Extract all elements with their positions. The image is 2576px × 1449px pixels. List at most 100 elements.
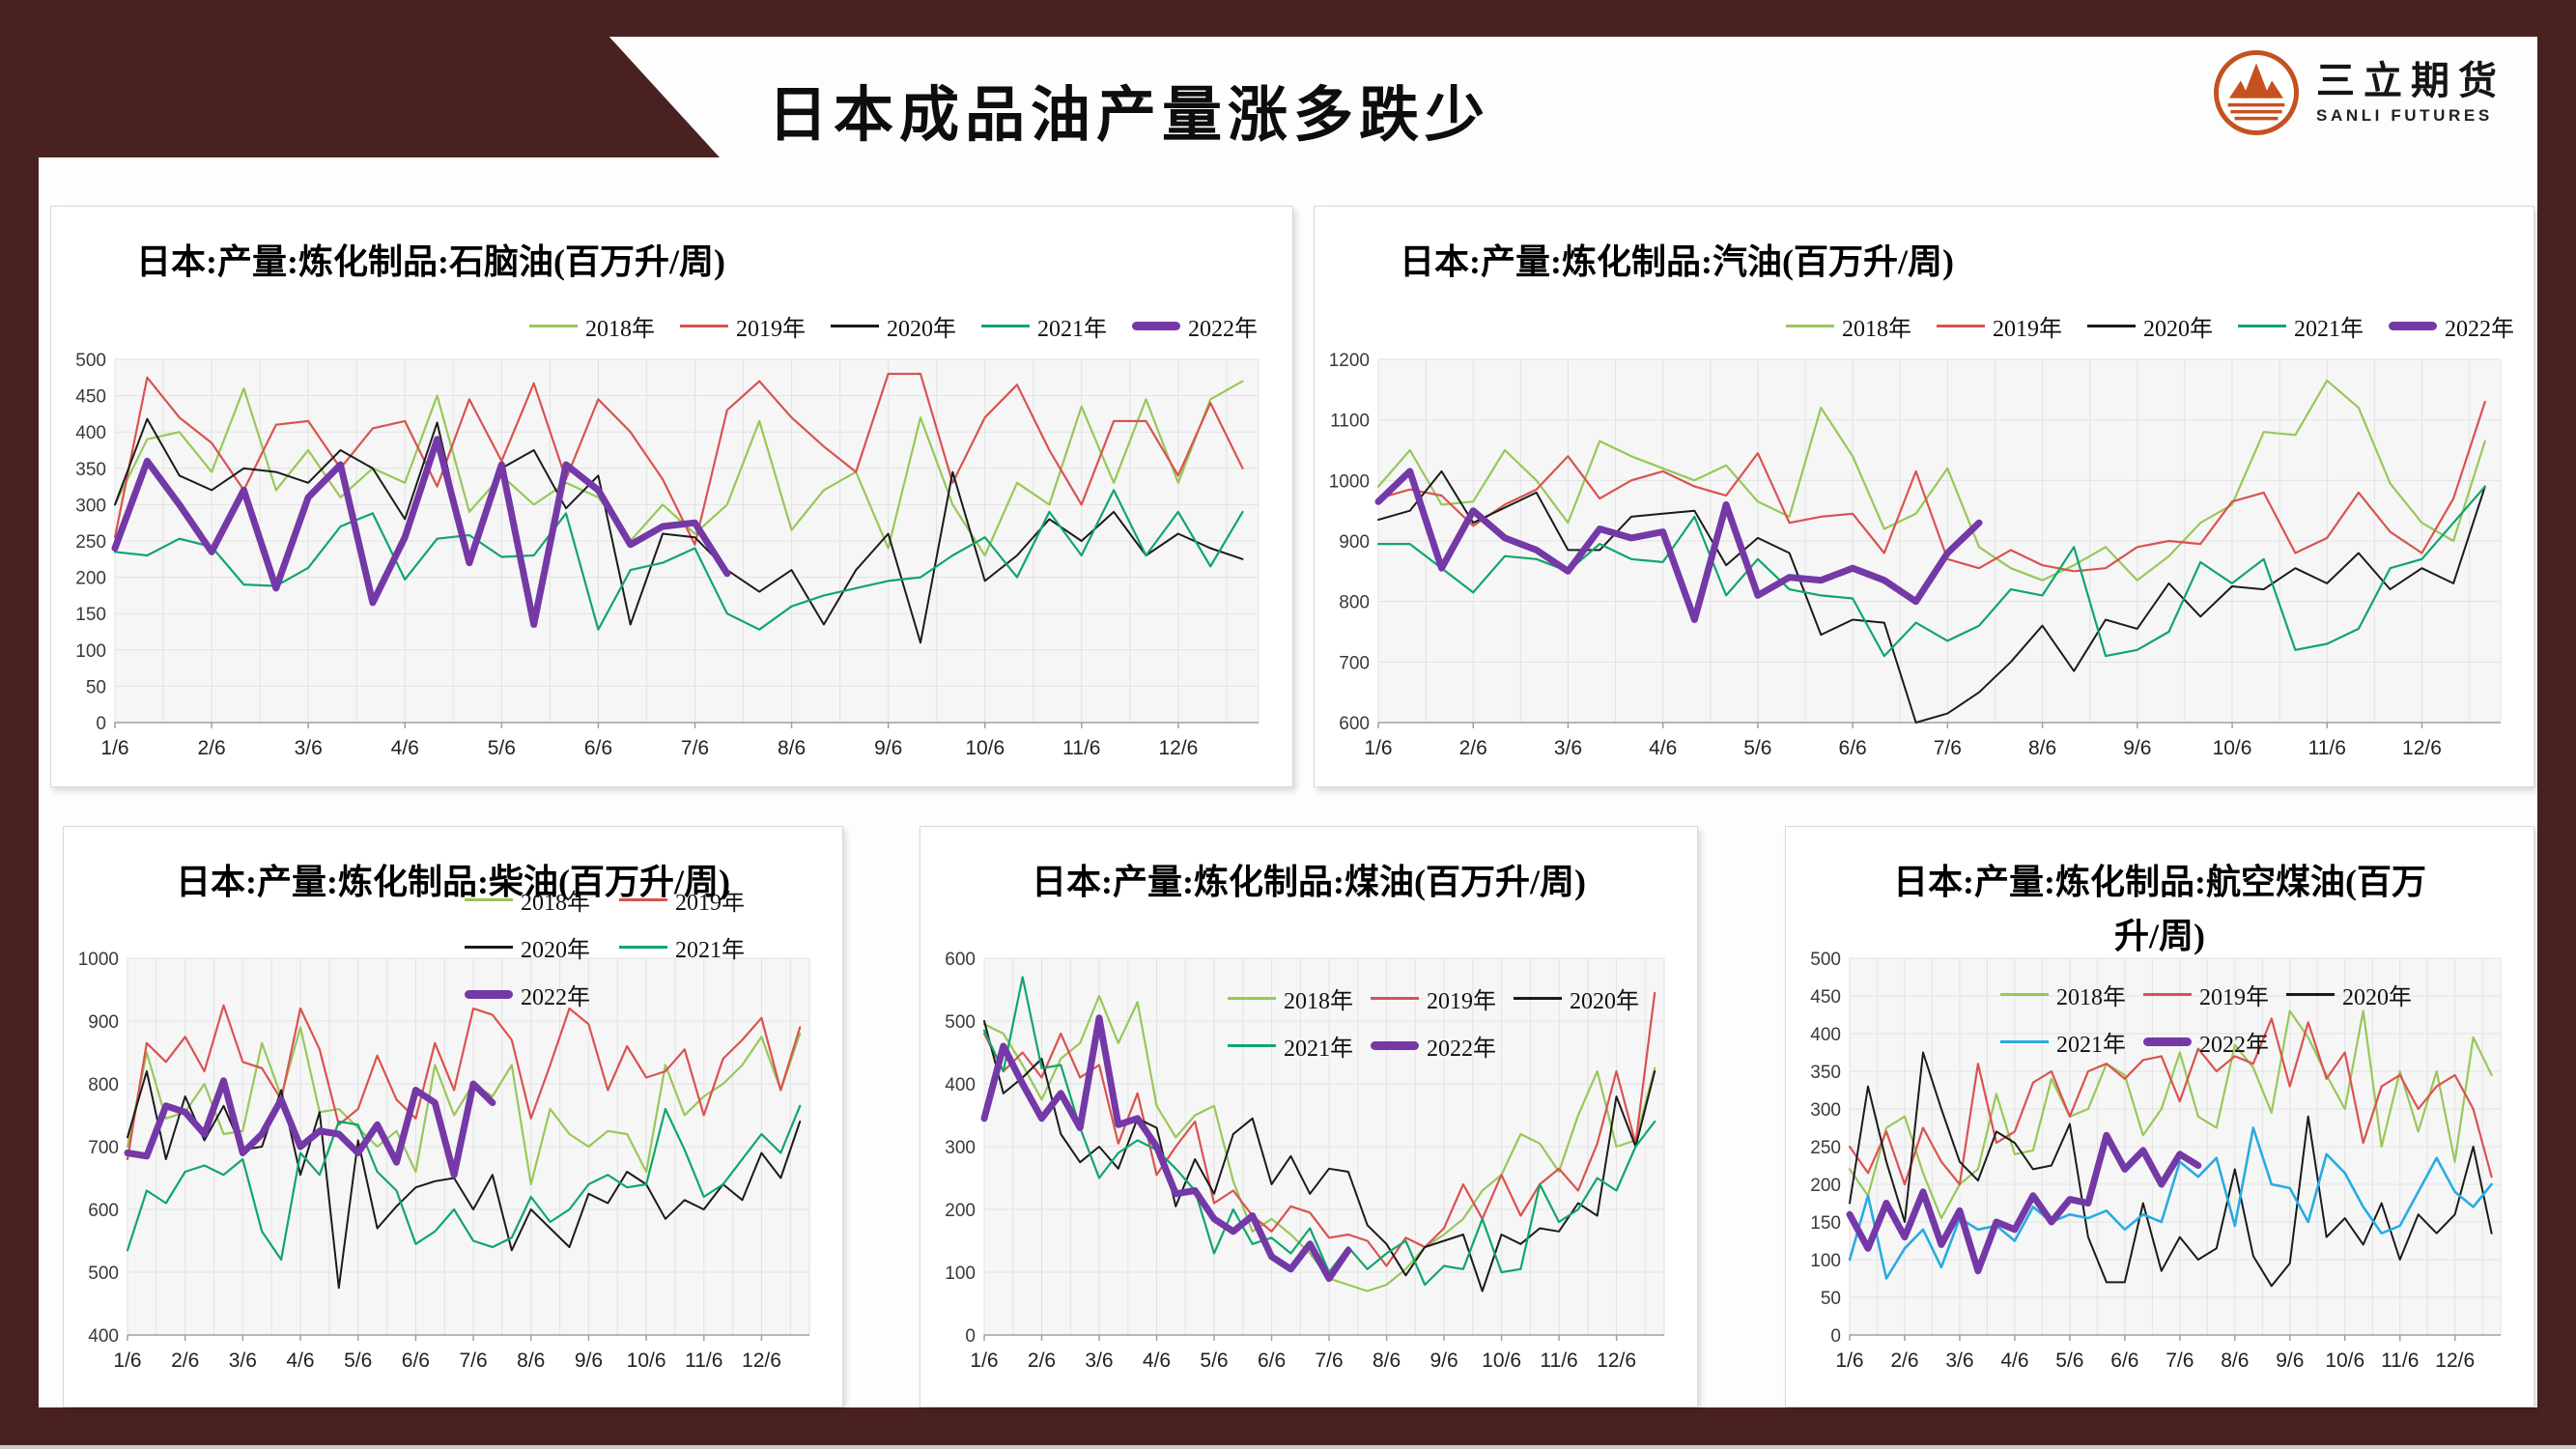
- svg-text:6/6: 6/6: [2110, 1350, 2138, 1372]
- svg-text:700: 700: [88, 1138, 119, 1158]
- svg-text:150: 150: [1810, 1213, 1841, 1234]
- svg-text:11/6: 11/6: [2381, 1350, 2419, 1372]
- svg-text:350: 350: [1810, 1063, 1841, 1083]
- svg-text:0: 0: [96, 714, 106, 734]
- svg-text:50: 50: [1821, 1289, 1841, 1309]
- svg-text:2/6: 2/6: [1890, 1350, 1918, 1372]
- svg-text:3/6: 3/6: [1085, 1350, 1113, 1372]
- logo-name-en: SANLI FUTURES: [2316, 106, 2493, 125]
- svg-text:300: 300: [75, 496, 106, 516]
- svg-text:800: 800: [88, 1075, 119, 1095]
- legend-label: 2018年: [521, 891, 590, 916]
- legend-label: 2022年: [1188, 317, 1258, 342]
- legend-swatch: [1371, 997, 1419, 1000]
- chart-title: 日本:产量:炼化制品:柴油(百万升/周): [176, 863, 730, 901]
- legend-item-2019年: 2019年: [1371, 981, 1514, 1015]
- legend-label: 2019年: [2199, 985, 2269, 1010]
- legend-label: 2020年: [1570, 989, 1639, 1014]
- legend-label: 2020年: [887, 317, 956, 342]
- svg-text:4/6: 4/6: [391, 737, 419, 759]
- legend-swatch: [1371, 1041, 1419, 1050]
- svg-text:8/6: 8/6: [778, 737, 806, 759]
- svg-text:200: 200: [1810, 1176, 1841, 1196]
- svg-text:500: 500: [945, 1012, 976, 1033]
- chart-panel-gasoline: 日本:产量:炼化制品:汽油(百万升/周) 2018年 2019年 2020年 2021…: [1314, 206, 2534, 787]
- svg-text:10/6: 10/6: [627, 1350, 666, 1372]
- legend-label: 2021年: [1037, 317, 1107, 342]
- legend-swatch: [1514, 997, 1562, 1000]
- svg-text:7/6: 7/6: [459, 1350, 487, 1372]
- chart-panel-jet-kerosene: 日本:产量:炼化制品:航空煤油(百万升/周) 2018年 2019年 2020年 20…: [1785, 826, 2534, 1407]
- svg-text:100: 100: [1810, 1251, 1841, 1271]
- legend-item-2019年: 2019年: [1937, 309, 2062, 343]
- svg-text:6/6: 6/6: [402, 1350, 430, 1372]
- logo-name-cn: 三立期货: [2316, 59, 2505, 102]
- legend-swatch: [2389, 322, 2437, 330]
- svg-text:9/6: 9/6: [1430, 1350, 1458, 1372]
- chart-canvas-kerosene: 0 100 200 300 400 500 600 1/6 2/6 3/6 4/6 5/6 6/6 7/6…: [945, 950, 1665, 1372]
- footer-strip: [0, 1445, 2576, 1449]
- svg-text:1/6: 1/6: [970, 1350, 998, 1372]
- legend-swatch: [465, 990, 513, 999]
- svg-text:3/6: 3/6: [1945, 1350, 1973, 1372]
- svg-text:5/6: 5/6: [1200, 1350, 1228, 1372]
- legend-item-2021年: 2021年: [619, 930, 774, 964]
- legend-swatch: [2238, 325, 2286, 327]
- svg-text:3/6: 3/6: [1554, 737, 1582, 759]
- legend-item-2018年: 2018年: [2000, 978, 2143, 1011]
- svg-text:12/6: 12/6: [1597, 1350, 1636, 1372]
- chart-legend: 2018年 2019年 2020年 2021年 2022年: [1228, 981, 1664, 1063]
- legend-label: 2018年: [2056, 985, 2126, 1010]
- svg-text:10/6: 10/6: [2325, 1350, 2364, 1372]
- legend-swatch: [465, 898, 513, 901]
- legend-swatch: [619, 946, 667, 949]
- legend-label: 2022年: [2445, 317, 2514, 342]
- svg-text:450: 450: [75, 387, 106, 408]
- logo-text: 三立期货 SANLI FUTURES: [2316, 60, 2505, 126]
- legend-item-2019年: 2019年: [680, 309, 806, 343]
- svg-text:5/6: 5/6: [1743, 737, 1771, 759]
- legend-item-2018年: 2018年: [529, 309, 655, 343]
- legend-swatch: [465, 946, 513, 949]
- svg-text:5/6: 5/6: [488, 737, 516, 759]
- legend-swatch: [1937, 325, 1985, 327]
- svg-text:4/6: 4/6: [2000, 1350, 2028, 1372]
- legend-item-2022年: 2022年: [1132, 309, 1258, 343]
- svg-text:400: 400: [75, 423, 106, 443]
- chart-canvas-naphtha: 0 50 100 150 200 250 300 350 400 450 500 1/6 2/6 3/6 4…: [75, 351, 1260, 759]
- svg-text:0: 0: [1830, 1326, 1841, 1347]
- svg-text:7/6: 7/6: [1934, 737, 1962, 759]
- chart-panel-diesel: 日本:产量:炼化制品:柴油(百万升/周) 2018年 2019年 2020年 2021…: [63, 826, 843, 1407]
- legend-swatch: [1228, 1044, 1276, 1047]
- svg-text:600: 600: [88, 1201, 119, 1221]
- chart-legend: 2018年 2019年 2020年 2021年 2022年: [1761, 309, 2514, 343]
- svg-text:10/6: 10/6: [965, 737, 1005, 759]
- legend-label: 2019年: [1993, 317, 2062, 342]
- svg-text:1/6: 1/6: [100, 737, 128, 759]
- svg-text:350: 350: [75, 460, 106, 480]
- chart-panel-kerosene: 日本:产量:炼化制品:煤油(百万升/周) 2018年 2019年 2020年 2021…: [920, 826, 1698, 1407]
- svg-text:7/6: 7/6: [681, 737, 709, 759]
- legend-label: 2021年: [2294, 317, 2364, 342]
- legend-item-2020年: 2020年: [2087, 309, 2213, 343]
- svg-text:1/6: 1/6: [1835, 1350, 1863, 1372]
- legend-swatch: [2087, 325, 2136, 327]
- legend-item-2018年: 2018年: [1786, 309, 1911, 343]
- legend-label: 2019年: [736, 317, 806, 342]
- svg-text:200: 200: [945, 1201, 976, 1221]
- svg-text:4/6: 4/6: [1143, 1350, 1171, 1372]
- svg-text:3/6: 3/6: [295, 737, 323, 759]
- legend-swatch: [2000, 1040, 2049, 1043]
- svg-text:500: 500: [75, 351, 106, 371]
- legend-label: 2018年: [1842, 317, 1911, 342]
- svg-text:10/6: 10/6: [2213, 737, 2252, 759]
- svg-text:4/6: 4/6: [1649, 737, 1677, 759]
- svg-text:400: 400: [945, 1075, 976, 1095]
- legend-swatch: [1132, 322, 1180, 330]
- legend-item-2020年: 2020年: [2286, 978, 2429, 1011]
- svg-text:1000: 1000: [1329, 471, 1370, 492]
- svg-text:6/6: 6/6: [1839, 737, 1867, 759]
- svg-text:800: 800: [1339, 593, 1370, 613]
- legend-swatch: [2143, 1037, 2192, 1046]
- svg-text:2/6: 2/6: [1028, 1350, 1056, 1372]
